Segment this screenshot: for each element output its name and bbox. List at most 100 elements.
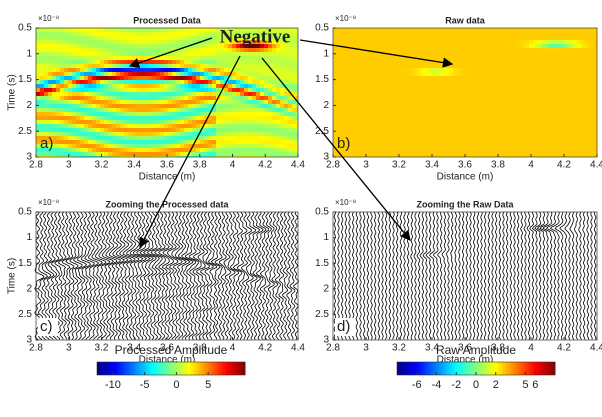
heatmap-cell bbox=[64, 84, 68, 88]
heatmap-cell bbox=[156, 136, 160, 140]
heatmap-cell bbox=[473, 52, 477, 56]
heatmap-cell bbox=[533, 124, 537, 128]
heatmap-cell bbox=[409, 84, 413, 88]
heatmap-cell bbox=[409, 124, 413, 128]
heatmap-cell bbox=[272, 48, 276, 52]
heatmap-cell bbox=[92, 84, 96, 88]
heatmap-cell bbox=[88, 136, 92, 140]
heatmap-cell bbox=[365, 88, 369, 92]
heatmap-cell bbox=[381, 116, 385, 120]
heatmap-cell bbox=[513, 152, 517, 156]
heatmap-cell bbox=[68, 100, 72, 104]
heatmap-cell bbox=[248, 52, 252, 56]
heatmap-cell bbox=[533, 76, 537, 80]
heatmap-cell bbox=[465, 52, 469, 56]
heatmap-cell bbox=[56, 72, 60, 76]
heatmap-cell bbox=[545, 80, 549, 84]
heatmap-cell bbox=[577, 44, 581, 48]
heatmap-cell bbox=[417, 148, 421, 152]
heatmap-cell bbox=[236, 108, 240, 112]
heatmap-cell bbox=[132, 80, 136, 84]
heatmap-cell bbox=[417, 80, 421, 84]
heatmap-cell bbox=[397, 108, 401, 112]
y-tick-label: 1.5 bbox=[18, 74, 32, 85]
panel-title: Zooming the Raw Data bbox=[416, 199, 514, 209]
heatmap-cell bbox=[200, 64, 204, 68]
heatmap-cell bbox=[52, 72, 56, 76]
heatmap-cell bbox=[557, 40, 561, 44]
heatmap-cell bbox=[208, 44, 212, 48]
heatmap-cell bbox=[184, 100, 188, 104]
heatmap-cell bbox=[156, 48, 160, 52]
heatmap-cell bbox=[72, 52, 76, 56]
heatmap-cell bbox=[557, 116, 561, 120]
heatmap-cell bbox=[469, 40, 473, 44]
heatmap-cell bbox=[493, 124, 497, 128]
heatmap-cell bbox=[361, 28, 365, 32]
heatmap-cell bbox=[405, 104, 409, 108]
heatmap-cell bbox=[509, 136, 513, 140]
heatmap-cell bbox=[357, 136, 361, 140]
heatmap-cell bbox=[357, 140, 361, 144]
heatmap-cell bbox=[565, 64, 569, 68]
heatmap-cell bbox=[120, 116, 124, 120]
heatmap-cell bbox=[381, 28, 385, 32]
heatmap-cell bbox=[92, 100, 96, 104]
heatmap-cell bbox=[184, 84, 188, 88]
heatmap-cell bbox=[365, 68, 369, 72]
x-tick-label: 3 bbox=[66, 343, 72, 354]
heatmap-cell bbox=[353, 84, 357, 88]
heatmap-cell bbox=[292, 64, 296, 68]
heatmap-cell bbox=[88, 148, 92, 152]
heatmap-cell bbox=[377, 48, 381, 52]
heatmap-cell bbox=[497, 112, 501, 116]
heatmap-cell bbox=[176, 44, 180, 48]
heatmap-cell bbox=[541, 60, 545, 64]
heatmap-cell bbox=[292, 100, 296, 104]
heatmap-cell bbox=[180, 144, 184, 148]
heatmap-cell bbox=[248, 56, 252, 60]
heatmap-cell bbox=[192, 148, 196, 152]
heatmap-cell bbox=[425, 100, 429, 104]
heatmap-cell bbox=[52, 100, 56, 104]
heatmap-cell bbox=[533, 80, 537, 84]
heatmap-cell bbox=[513, 76, 517, 80]
heatmap-cell bbox=[228, 152, 232, 156]
heatmap-cell bbox=[449, 136, 453, 140]
heatmap-cell bbox=[465, 152, 469, 156]
heatmap-cell bbox=[84, 92, 88, 96]
heatmap-cell bbox=[60, 144, 64, 148]
heatmap-cell bbox=[353, 108, 357, 112]
heatmap-cell bbox=[357, 28, 361, 32]
heatmap-cell bbox=[92, 120, 96, 124]
y-tick-label: 1 bbox=[323, 48, 329, 59]
heatmap-cell bbox=[457, 92, 461, 96]
heatmap-cell bbox=[577, 64, 581, 68]
heatmap-cell bbox=[473, 92, 477, 96]
heatmap-cell bbox=[212, 144, 216, 148]
heatmap-cell bbox=[581, 60, 585, 64]
heatmap-cell bbox=[104, 136, 108, 140]
heatmap-cell bbox=[525, 152, 529, 156]
heatmap-cell bbox=[409, 80, 413, 84]
heatmap-cell bbox=[445, 72, 449, 76]
heatmap-cell bbox=[208, 84, 212, 88]
heatmap-cell bbox=[549, 96, 553, 100]
heatmap-cell bbox=[200, 92, 204, 96]
heatmap-cell bbox=[377, 96, 381, 100]
heatmap-cell bbox=[505, 92, 509, 96]
heatmap-cell bbox=[124, 144, 128, 148]
heatmap-cell bbox=[473, 36, 477, 40]
heatmap-cell bbox=[276, 88, 280, 92]
heatmap-cell bbox=[521, 40, 525, 44]
colorbar-label: Raw Amplitude bbox=[436, 343, 516, 357]
heatmap-cell bbox=[280, 144, 284, 148]
heatmap-cell bbox=[465, 144, 469, 148]
heatmap-cell bbox=[445, 68, 449, 72]
heatmap-cell bbox=[176, 56, 180, 60]
heatmap-cell bbox=[188, 56, 192, 60]
heatmap-cell bbox=[341, 108, 345, 112]
heatmap-cell bbox=[497, 104, 501, 108]
heatmap-cell bbox=[156, 76, 160, 80]
heatmap-cell bbox=[593, 128, 597, 132]
